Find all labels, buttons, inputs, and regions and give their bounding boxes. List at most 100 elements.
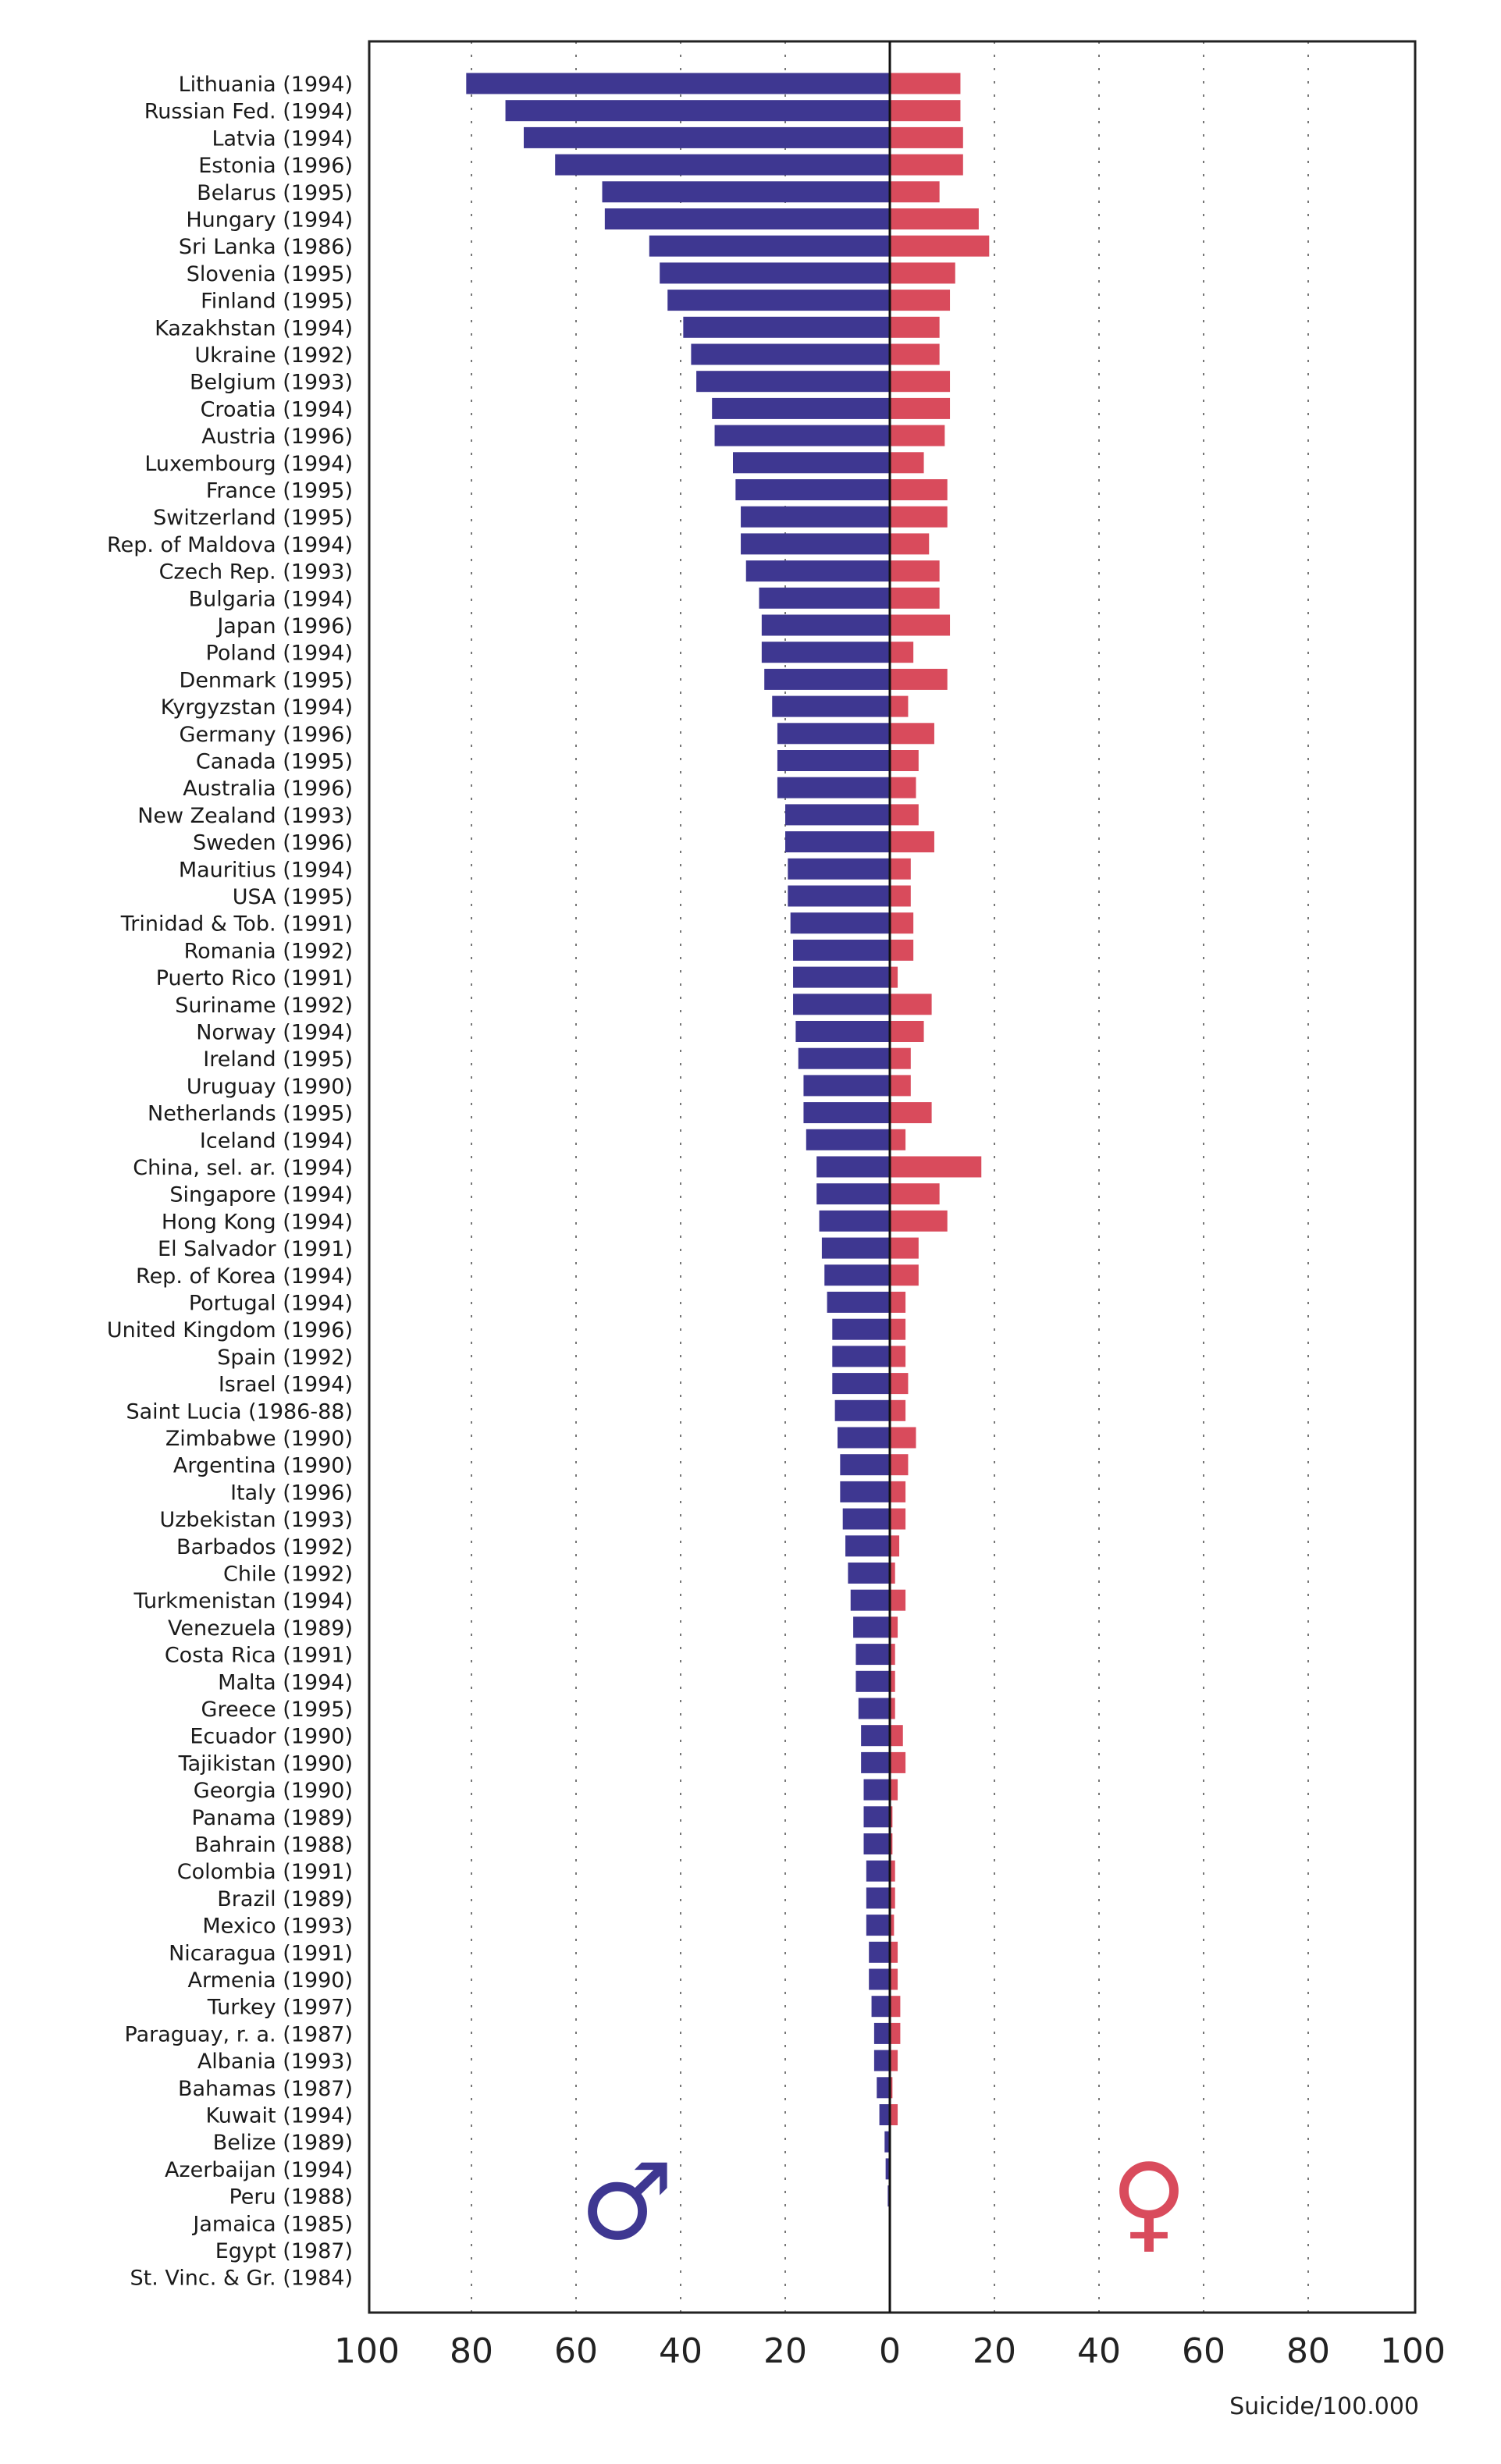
country-label: Australia (1996) [183, 777, 353, 801]
x-tick-label: 60 [554, 2331, 598, 2371]
female-bar [890, 560, 940, 582]
country-label: Armenia (1990) [187, 1968, 353, 1993]
male-bar [838, 1427, 890, 1449]
country-label: Latvia (1994) [212, 126, 353, 151]
female-bar [890, 1237, 919, 1259]
country-label: Hungary (1994) [186, 208, 353, 233]
female-bar [890, 1860, 895, 1882]
country-label: Iceland (1994) [200, 1129, 353, 1153]
country-label: Estonia (1996) [198, 154, 353, 178]
female-bar [890, 1129, 906, 1150]
female-bar [890, 1589, 906, 1611]
x-tick-label: 100 [334, 2331, 400, 2371]
country-label: Canada (1995) [196, 750, 353, 774]
country-label: Puerto Rico (1991) [156, 966, 353, 990]
female-bar [890, 181, 940, 203]
x-tick-label: 20 [973, 2331, 1016, 2371]
female-bar [890, 1535, 900, 1557]
country-label: Israel (1994) [219, 1373, 353, 1397]
male-bar [871, 1996, 890, 2018]
female-bar [890, 452, 924, 474]
country-label: Greece (1995) [201, 1698, 353, 1722]
country-label: Egypt (1987) [215, 2239, 353, 2263]
country-label: China, sel. ar. (1994) [133, 1156, 353, 1180]
x-axis-label: Suicide/100.000 [1229, 2393, 1419, 2420]
country-label: Belize (1989) [213, 2131, 353, 2155]
country-label: Ukraine (1992) [194, 343, 353, 368]
country-label: Tajikistan (1990) [178, 1751, 353, 1776]
female-bar [890, 1698, 895, 1719]
country-label: Malta (1994) [218, 1670, 353, 1694]
female-bar [890, 994, 932, 1015]
country-label: Nicaragua (1991) [169, 1941, 353, 1965]
male-bar [824, 1264, 890, 1286]
country-label: Czech Rep. (1993) [159, 560, 353, 585]
male-bar [649, 235, 890, 257]
female-bar [890, 777, 916, 798]
female-bar [890, 316, 940, 338]
male-bar [869, 1968, 890, 1990]
female-bar [890, 397, 951, 419]
male-bar [788, 858, 890, 880]
country-label: Colombia (1991) [177, 1860, 353, 1884]
female-bar [890, 1346, 906, 1367]
country-label: Mauritius (1994) [179, 858, 353, 882]
male-bar [785, 831, 890, 853]
male-bar [866, 1887, 890, 1909]
country-label: Germany (1996) [180, 723, 353, 747]
country-label: Netherlands (1995) [148, 1102, 353, 1126]
country-label: Romania (1992) [184, 939, 353, 963]
country-label: Georgia (1990) [194, 1779, 353, 1803]
male-bar [842, 1508, 890, 1530]
female-bar [890, 1373, 909, 1395]
country-label: Rep. of Maldova (1994) [107, 533, 353, 557]
country-label: Belgium (1993) [190, 371, 353, 395]
female-bar [890, 262, 955, 284]
male-bar [524, 126, 890, 148]
female-bar [890, 885, 911, 907]
male-bar [853, 1616, 890, 1638]
country-label: Kazakhstan (1994) [155, 316, 353, 340]
female-bar [890, 1399, 906, 1421]
male-bars [466, 73, 890, 2234]
x-tick-label: 0 [879, 2331, 901, 2371]
female-bar [890, 1210, 948, 1232]
male-bar [861, 1751, 890, 1773]
female-bar [890, 1833, 893, 1854]
male-bar [798, 1047, 890, 1069]
male-bar [879, 2104, 890, 2125]
female-bar [890, 1915, 895, 1936]
female-bar [890, 73, 961, 94]
country-label: France (1995) [206, 479, 353, 503]
country-label: Luxembourg (1994) [144, 452, 353, 476]
country-label: Portugal (1994) [189, 1292, 353, 1316]
female-bar [890, 804, 919, 826]
female-bar [890, 290, 951, 311]
male-bar [861, 1725, 890, 1747]
female-bar [890, 1021, 924, 1042]
male-bar [761, 642, 890, 663]
female-bar [890, 2077, 893, 2099]
male-bar [793, 994, 890, 1015]
x-tick-label: 40 [1077, 2331, 1121, 2371]
male-bar [816, 1183, 890, 1205]
male-bar [712, 397, 890, 419]
female-bar [890, 587, 940, 609]
male-bar [834, 1399, 890, 1421]
country-label: Switzerland (1995) [153, 506, 353, 530]
male-bar [745, 560, 890, 582]
country-label: Japan (1996) [215, 614, 353, 638]
female-bar [890, 100, 961, 122]
country-label: Slovenia (1995) [187, 262, 353, 286]
female-bar [890, 1725, 903, 1747]
country-label: Poland (1994) [206, 642, 354, 666]
male-bar [821, 1237, 890, 1259]
male-bar [803, 1102, 890, 1124]
country-label: Turkmenistan (1994) [133, 1589, 353, 1613]
male-bar [604, 208, 890, 229]
country-label: Kyrgyzstan (1994) [161, 695, 353, 720]
female-bar [890, 858, 911, 880]
country-label: Belarus (1995) [197, 181, 353, 205]
male-bar [832, 1318, 890, 1340]
country-label: Italy (1996) [230, 1481, 353, 1505]
